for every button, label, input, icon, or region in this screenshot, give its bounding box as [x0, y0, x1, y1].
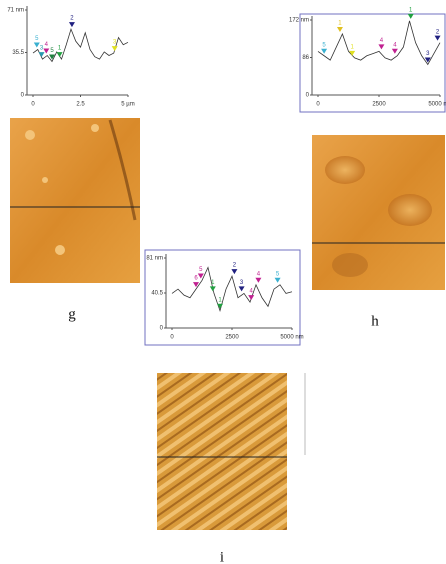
- y-tick-label: 0: [21, 93, 25, 99]
- profile-marker: [434, 35, 441, 41]
- y-tick-label: 172 nm: [289, 18, 309, 24]
- marker-label: 4: [380, 38, 384, 44]
- profile-marker: [209, 286, 216, 292]
- y-tick-label: 86: [302, 55, 309, 61]
- profile-line: [32, 27, 129, 63]
- profile-marker: [274, 277, 281, 283]
- marker-label: 4: [45, 42, 49, 48]
- profile-marker: [378, 44, 385, 50]
- profile-line: [317, 20, 441, 66]
- profile-marker: [336, 26, 343, 32]
- profile-marker: [111, 46, 118, 52]
- marker-label: 2: [70, 16, 74, 22]
- profile-marker: [33, 42, 40, 48]
- profile-marker: [349, 50, 356, 56]
- profile-marker: [391, 48, 398, 54]
- afm-image-g: [10, 118, 140, 283]
- marker-label: 1: [409, 7, 413, 13]
- marker-label: 2: [436, 29, 440, 35]
- profile-marker: [238, 286, 245, 292]
- marker-label: 3: [113, 40, 117, 46]
- x-tick-label: 2.5: [76, 102, 85, 108]
- y-tick-label: 35.5: [12, 50, 24, 56]
- panel-label: i: [220, 549, 224, 564]
- panel-label: g: [68, 306, 76, 322]
- profile-marker: [49, 54, 55, 60]
- profile-marker: [43, 48, 50, 54]
- y-tick-label: 0: [306, 93, 310, 99]
- marker-label: 4: [393, 42, 397, 48]
- marker-label: 1: [218, 297, 222, 303]
- marker-label: 4: [257, 271, 261, 277]
- y-tick-label: 71 nm: [7, 8, 24, 14]
- profile-marker: [248, 295, 255, 301]
- x-tick-label: 2500: [372, 102, 386, 108]
- plot-frame: [299, 13, 446, 113]
- profile-marker: [197, 273, 204, 279]
- marker-label: 5: [276, 271, 280, 277]
- marker-label: 1: [350, 45, 354, 51]
- marker-label: 5: [50, 48, 54, 54]
- profile-marker: [56, 52, 63, 58]
- profile-marker: [407, 13, 414, 19]
- marker-label: 5: [35, 36, 39, 42]
- x-tick-label: 5 µm: [121, 102, 134, 108]
- panel-label: h: [371, 313, 379, 329]
- profile-marker: [231, 269, 238, 275]
- profile-marker: [193, 282, 199, 288]
- marker-label: 1: [58, 46, 62, 52]
- marker-label: 4: [250, 289, 254, 295]
- profile-marker: [38, 52, 45, 58]
- profile-marker: [424, 57, 431, 63]
- marker-label: 5: [199, 267, 203, 273]
- x-tick-label: 0: [316, 102, 320, 108]
- x-tick-label: 5000 nm: [428, 102, 446, 108]
- marker-label: 6: [194, 276, 198, 282]
- profile-marker: [68, 22, 75, 28]
- marker-label: 1: [338, 21, 342, 27]
- plot-frame: [144, 249, 301, 346]
- x-tick-label: 0: [31, 102, 35, 108]
- profile-marker: [217, 303, 223, 309]
- marker-label: 3: [240, 280, 244, 286]
- y-tick-label: 81 nm: [146, 256, 163, 262]
- x-tick-label: 5000 nm: [280, 335, 303, 341]
- y-tick-label: 40.5: [151, 291, 163, 297]
- x-tick-label: 0: [170, 335, 174, 341]
- profile-marker: [255, 277, 262, 283]
- y-tick-label: 0: [160, 326, 164, 332]
- marker-label: 3: [426, 51, 430, 57]
- x-tick-label: 2500: [225, 335, 239, 341]
- afm-image-i: [157, 373, 306, 530]
- profile-marker: [321, 48, 328, 54]
- marker-label: 5: [322, 42, 326, 48]
- marker-label: 2: [233, 263, 237, 269]
- marker-label: 1: [211, 280, 215, 286]
- marker-label: 3: [40, 46, 44, 52]
- afm-image-h: [312, 135, 445, 290]
- profile-line: [171, 266, 293, 313]
